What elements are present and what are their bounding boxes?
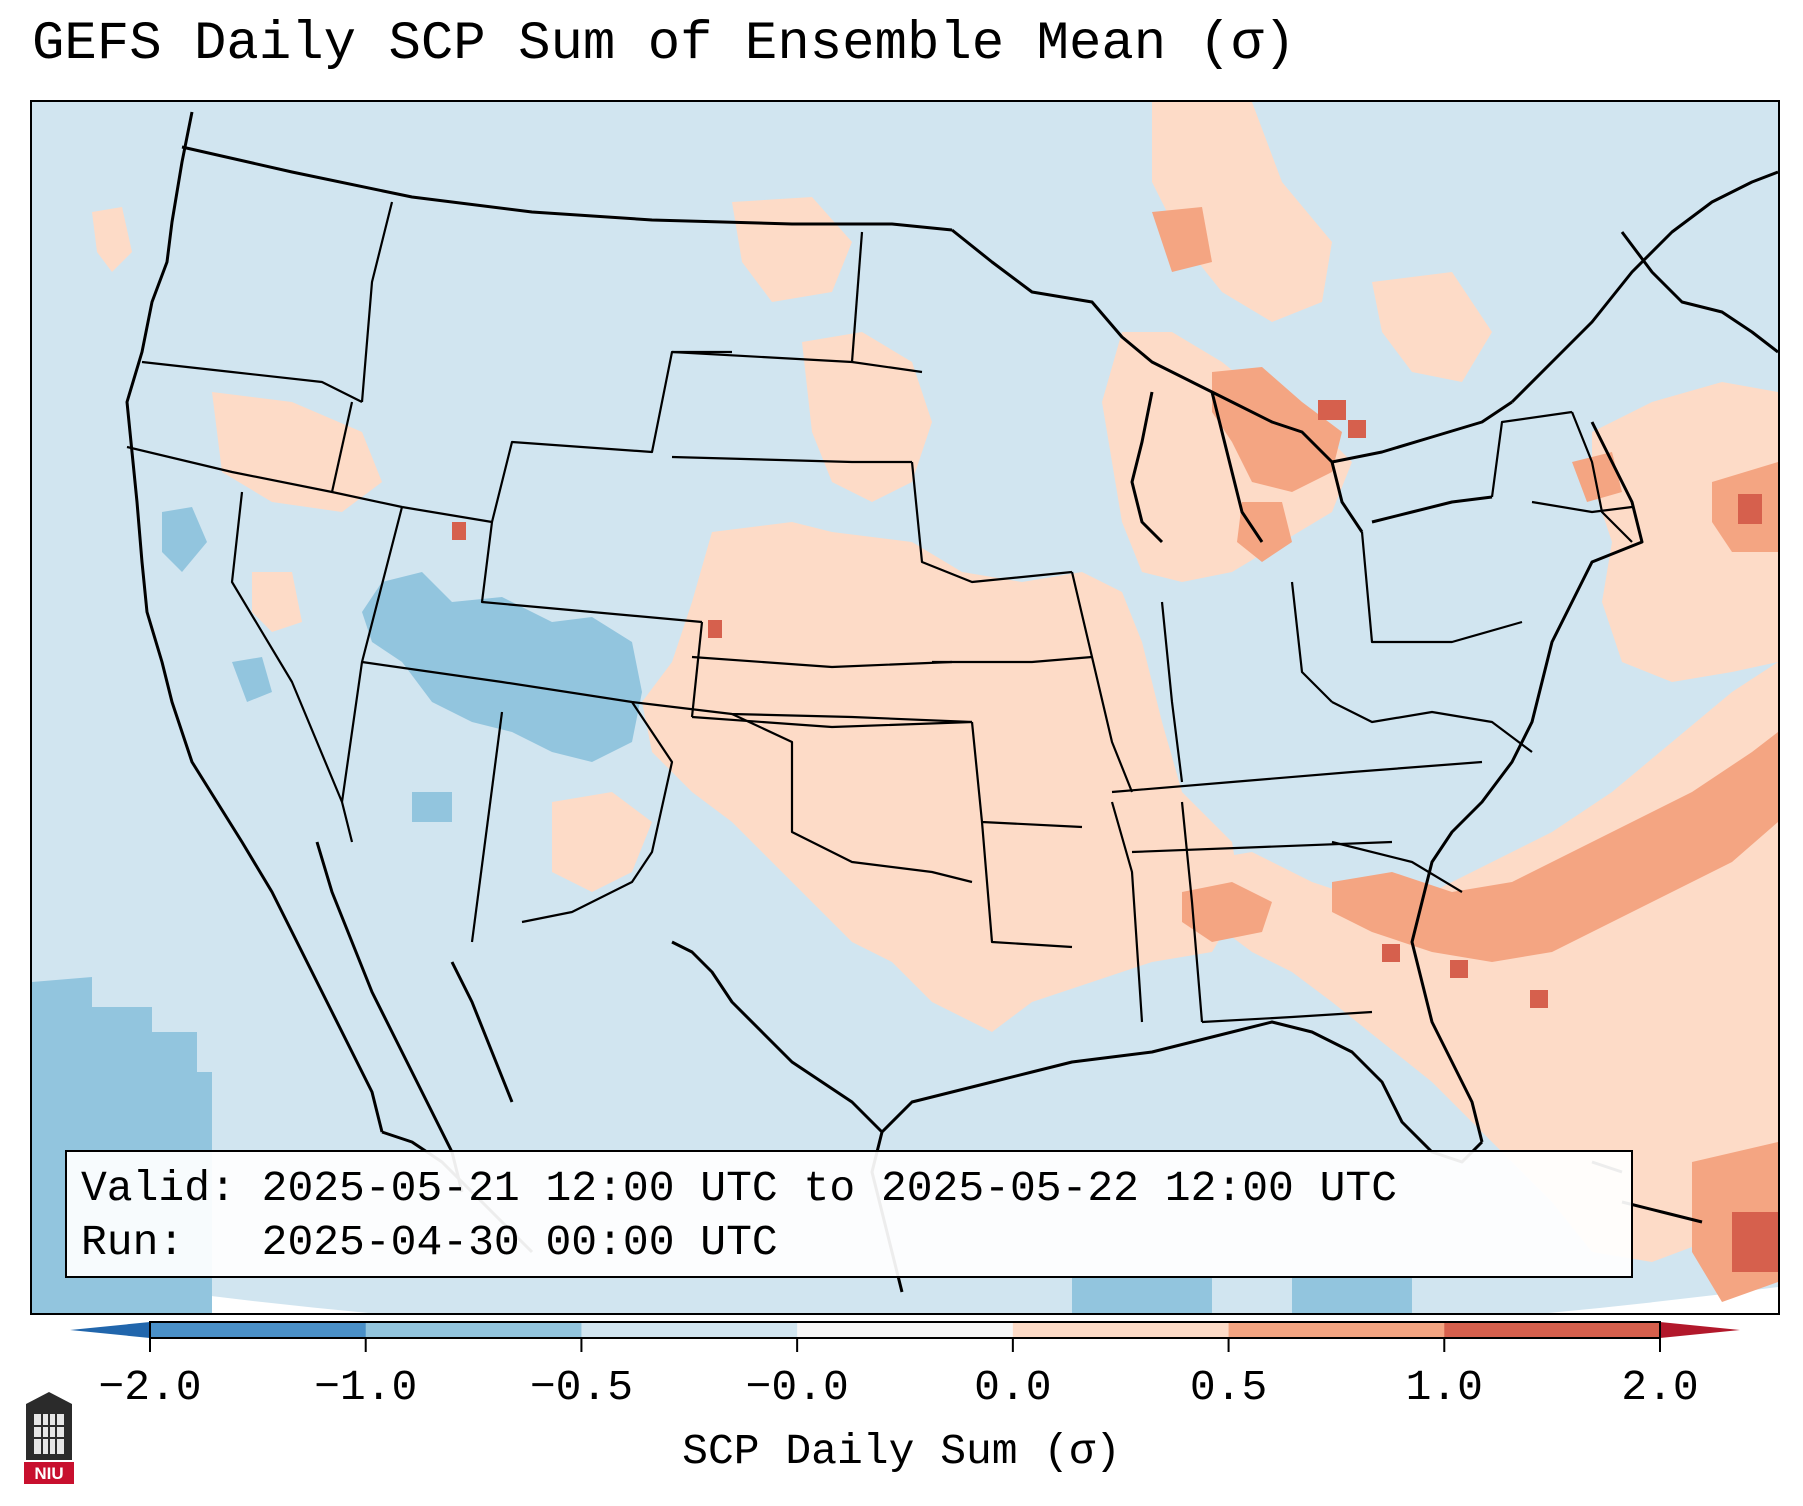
colorbar-bin [150,1322,367,1338]
logo-text: NIU [34,1464,63,1483]
colorbar-extend-low [70,1322,150,1338]
figure-title: GEFS Daily SCP Sum of Ensemble Mean (σ) [32,14,1296,75]
rockies-negative-blobs [162,507,642,822]
colorbar-tick-label: 0.0 [974,1363,1052,1412]
colorbar-tick-label: −0.5 [529,1363,634,1412]
colorbar-bin [797,1322,1014,1338]
valid-time-range: 2025-05-21 12:00 UTC to 2025-05-22 12:00… [261,1164,1398,1213]
colorbar-label: SCP Daily Sum (σ) [682,1427,1121,1476]
coastline-and-borders [125,111,1778,1293]
colorbar-tick-label: −1.0 [314,1363,418,1412]
positive-anomaly-regions [92,102,1778,1262]
colorbar-tick-label: 2.0 [1621,1363,1699,1412]
colorbar-bin [365,1322,582,1338]
niu-logo: NIU [24,1392,74,1484]
state-boundaries [126,201,1633,1024]
map-panel [30,100,1780,1315]
colorbar-bin [1444,1322,1661,1338]
run-label: Run: [81,1218,185,1267]
valid-label: Valid: [81,1164,236,1213]
colorbar-bin [581,1322,798,1338]
max-positive-cells [452,400,1778,1272]
colorbar-extend-high [1660,1322,1740,1338]
colorbar [70,1321,1740,1352]
colorbar-bin [1228,1322,1445,1338]
colorbar-tick-label: 1.0 [1405,1363,1483,1412]
colorbar-tick-label: −0.0 [745,1363,849,1412]
colorbar-bin [1012,1322,1230,1338]
colorbar-outline [149,1321,1661,1339]
valid-run-info-box: Valid: 2025-05-21 12:00 UTC to 2025-05-2… [65,1150,1633,1278]
colorbar-tick-label: −2.0 [98,1363,202,1412]
gulf-negative-region [1072,1277,1212,1313]
colorbar-tick-label: 0.5 [1189,1363,1268,1412]
run-time: 2025-04-30 00:00 UTC [261,1218,778,1267]
scp-anomaly-map [32,102,1778,1313]
